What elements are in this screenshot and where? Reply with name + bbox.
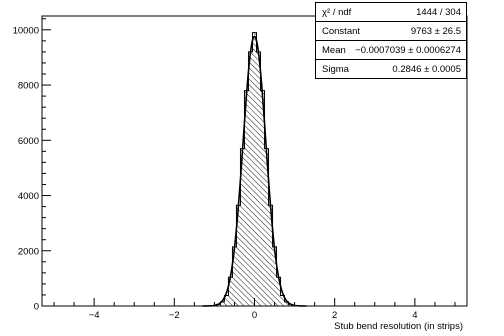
y-tick-label: 2000 xyxy=(18,246,39,257)
x-tick-label: 2 xyxy=(332,310,337,321)
y-tick-label: 8000 xyxy=(18,81,39,92)
y-tick-label: 0 xyxy=(34,302,39,313)
x-tick-label: −4 xyxy=(89,310,100,321)
y-axis: 0 2000 4000 6000 8000 10000 xyxy=(13,18,51,313)
stats-value: 9763 ± 26.5 xyxy=(410,25,461,37)
stats-value: −0.0007039 ± 0.0006274 xyxy=(355,44,461,56)
y-tick-label: 4000 xyxy=(18,191,39,202)
stats-row-mean: Mean −0.0007039 ± 0.0006274 xyxy=(316,41,466,60)
stats-label: χ² / ndf xyxy=(322,6,352,18)
x-tick-label: 4 xyxy=(412,310,417,321)
stats-label: Sigma xyxy=(322,64,349,75)
fit-stats-box: χ² / ndf 1444 / 304 Constant 9763 ± 26.5… xyxy=(315,2,467,79)
stats-label: Mean xyxy=(322,44,346,56)
stats-row-chi2: χ² / ndf 1444 / 304 xyxy=(316,3,466,22)
y-tick-label: 10000 xyxy=(13,25,39,36)
histogram-bins xyxy=(211,32,298,307)
x-tick-label: −2 xyxy=(169,310,180,321)
gaussian-fit-curve xyxy=(202,35,307,307)
stats-label: Constant xyxy=(322,25,361,37)
x-axis-label: Stub bend resolution (in strips) xyxy=(334,321,463,332)
x-axis: −4 −2 0 2 4 xyxy=(53,298,456,321)
histogram-fill xyxy=(211,32,298,307)
stats-value: 1444 / 304 xyxy=(416,6,461,18)
stats-row-constant: Constant 9763 ± 26.5 xyxy=(316,22,466,41)
stats-value: 0.2846 ± 0.0005 xyxy=(392,64,461,75)
x-tick-label: 0 xyxy=(252,310,257,321)
stats-row-sigma: Sigma 0.2846 ± 0.0005 xyxy=(316,60,466,79)
y-tick-label: 6000 xyxy=(18,136,39,147)
